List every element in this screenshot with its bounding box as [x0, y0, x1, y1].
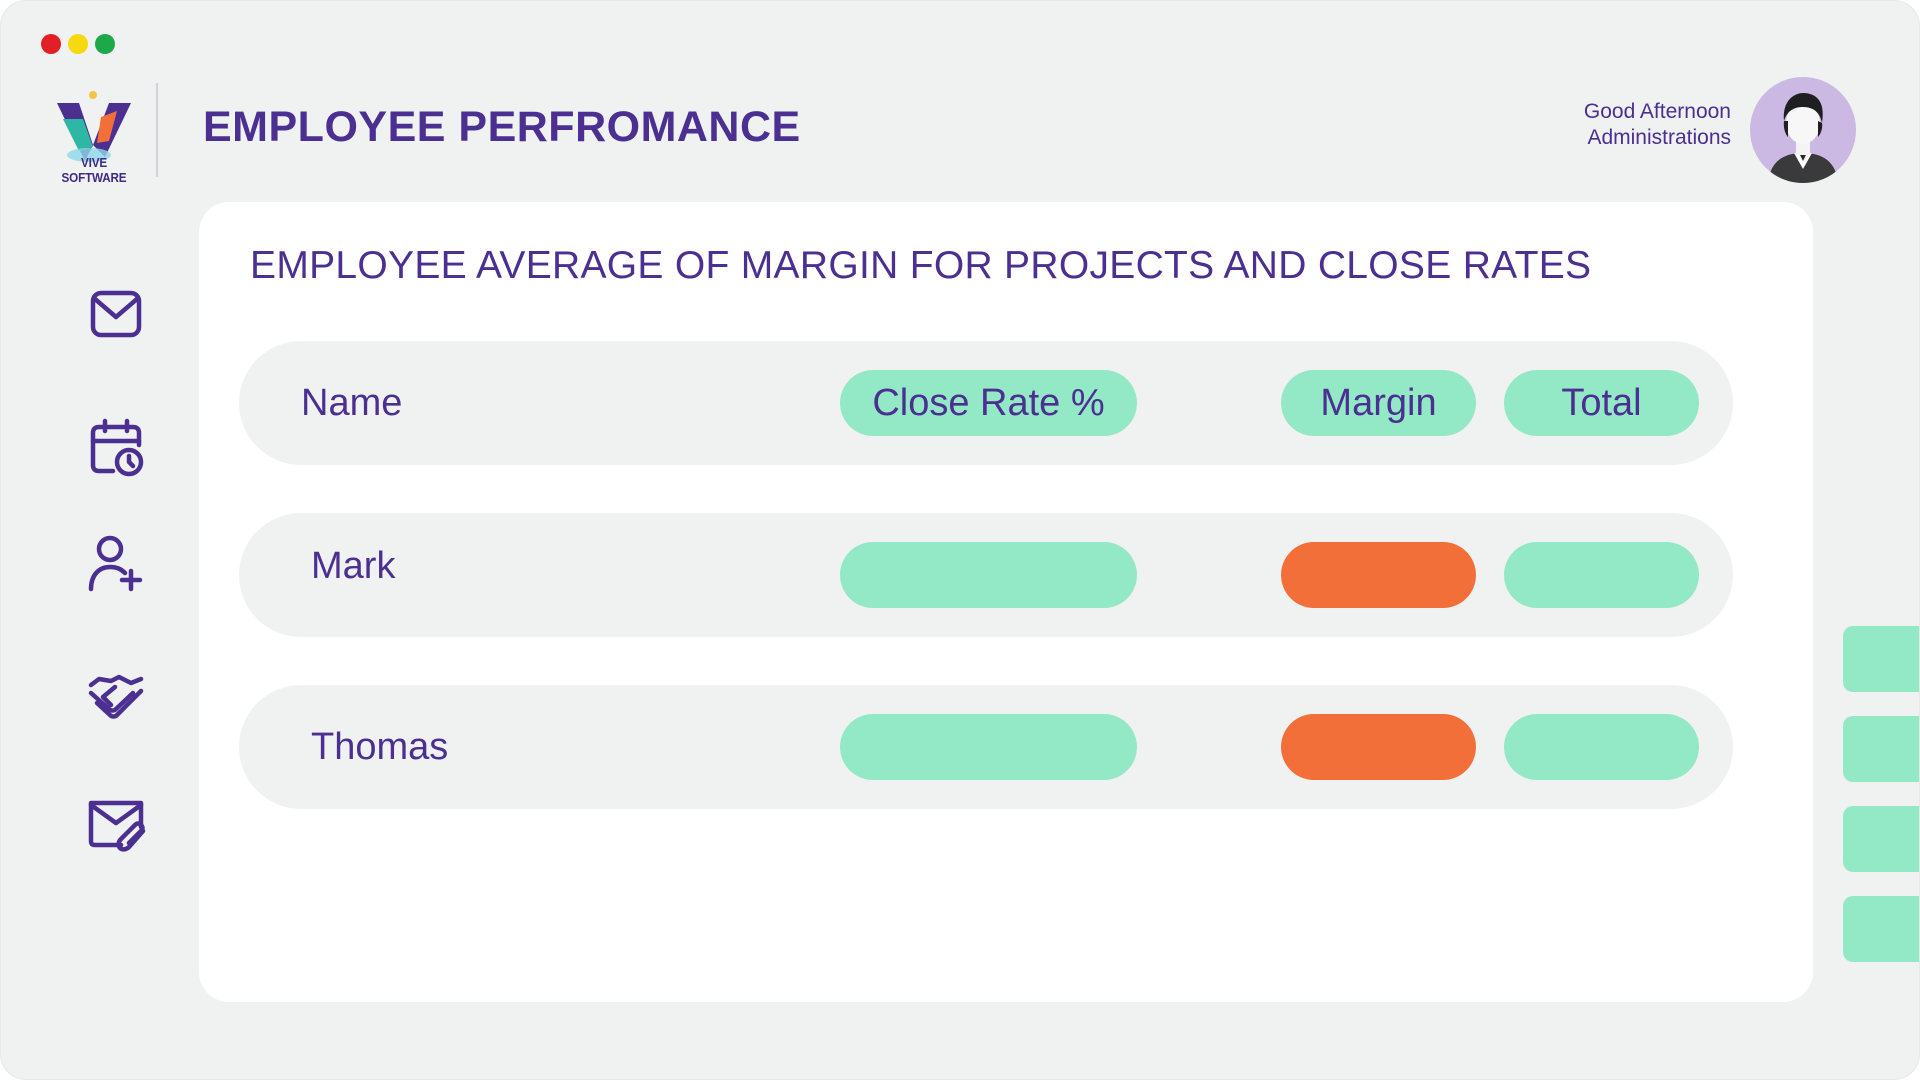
column-header-total[interactable]: Total: [1504, 370, 1699, 436]
margin-value: [1281, 542, 1476, 608]
user-avatar-icon: [1768, 93, 1838, 183]
handshake-icon[interactable]: [85, 665, 147, 727]
total-value: [1504, 542, 1699, 608]
close-rate-value: [840, 714, 1137, 780]
window-maximize-button[interactable]: [95, 34, 115, 54]
mail-attachment-icon[interactable]: [85, 793, 147, 855]
header-divider: [156, 83, 158, 177]
table-header-row: Name Close Rate % Margin Total: [239, 341, 1733, 465]
side-tab-3[interactable]: [1843, 806, 1919, 872]
margin-value: [1281, 714, 1476, 780]
close-rate-value: [840, 542, 1137, 608]
window-minimize-button[interactable]: [68, 34, 88, 54]
table-row: Mark: [239, 513, 1733, 637]
side-tab-1[interactable]: [1843, 626, 1919, 692]
avatar[interactable]: [1750, 77, 1856, 183]
page-title: EMPLOYEE PERFROMANCE: [203, 103, 801, 151]
side-tab-4[interactable]: [1843, 896, 1919, 962]
greeting-line1: Good Afternoon: [1583, 100, 1731, 123]
vive-logo: [57, 91, 131, 162]
add-user-icon[interactable]: [85, 533, 147, 595]
greeting: Good Afternoon Administrations: [1584, 99, 1731, 151]
mail-icon[interactable]: [85, 283, 147, 345]
column-header-margin[interactable]: Margin: [1281, 370, 1476, 436]
employee-name: Mark: [311, 545, 396, 587]
column-header-name: Name: [301, 382, 403, 424]
total-value: [1504, 714, 1699, 780]
calendar-clock-icon[interactable]: [85, 417, 147, 479]
window-close-button[interactable]: [41, 34, 61, 54]
panel-title: EMPLOYEE AVERAGE OF MARGIN FOR PROJECTS …: [250, 244, 1592, 287]
side-tab-2[interactable]: [1843, 716, 1919, 782]
table-row: Thomas: [239, 685, 1733, 809]
brand-name: VIVE SOFTWARE: [61, 155, 127, 185]
column-header-close-rate[interactable]: Close Rate %: [840, 370, 1137, 436]
performance-panel: EMPLOYEE AVERAGE OF MARGIN FOR PROJECTS …: [199, 202, 1813, 1002]
greeting-username: Administrations: [1587, 126, 1731, 149]
employee-name: Thomas: [311, 726, 449, 768]
